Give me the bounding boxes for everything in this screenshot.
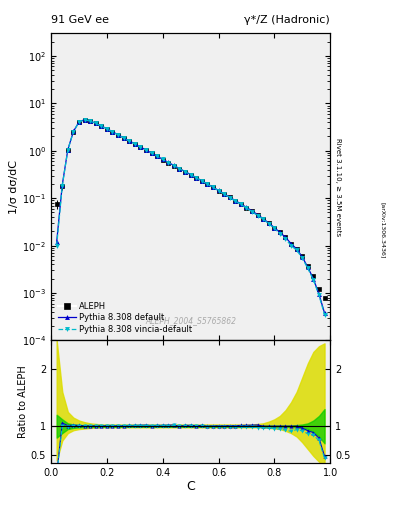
Y-axis label: Rivet 3.1.10, ≥ 3.5M events: Rivet 3.1.10, ≥ 3.5M events xyxy=(335,138,341,236)
Text: [arXiv:1306.3436]: [arXiv:1306.3436] xyxy=(381,202,386,259)
X-axis label: C: C xyxy=(186,480,195,493)
Text: 91 GeV ee: 91 GeV ee xyxy=(51,14,109,25)
Text: γ*/Z (Hadronic): γ*/Z (Hadronic) xyxy=(244,14,330,25)
Text: ALEPH_2004_S5765862: ALEPH_2004_S5765862 xyxy=(145,316,236,325)
Y-axis label: 1/σ dσ/dC: 1/σ dσ/dC xyxy=(9,160,19,214)
Legend: ALEPH, Pythia 8.308 default, Pythia 8.308 vincia-default: ALEPH, Pythia 8.308 default, Pythia 8.30… xyxy=(55,300,195,336)
Y-axis label: Ratio to ALEPH: Ratio to ALEPH xyxy=(18,366,28,438)
